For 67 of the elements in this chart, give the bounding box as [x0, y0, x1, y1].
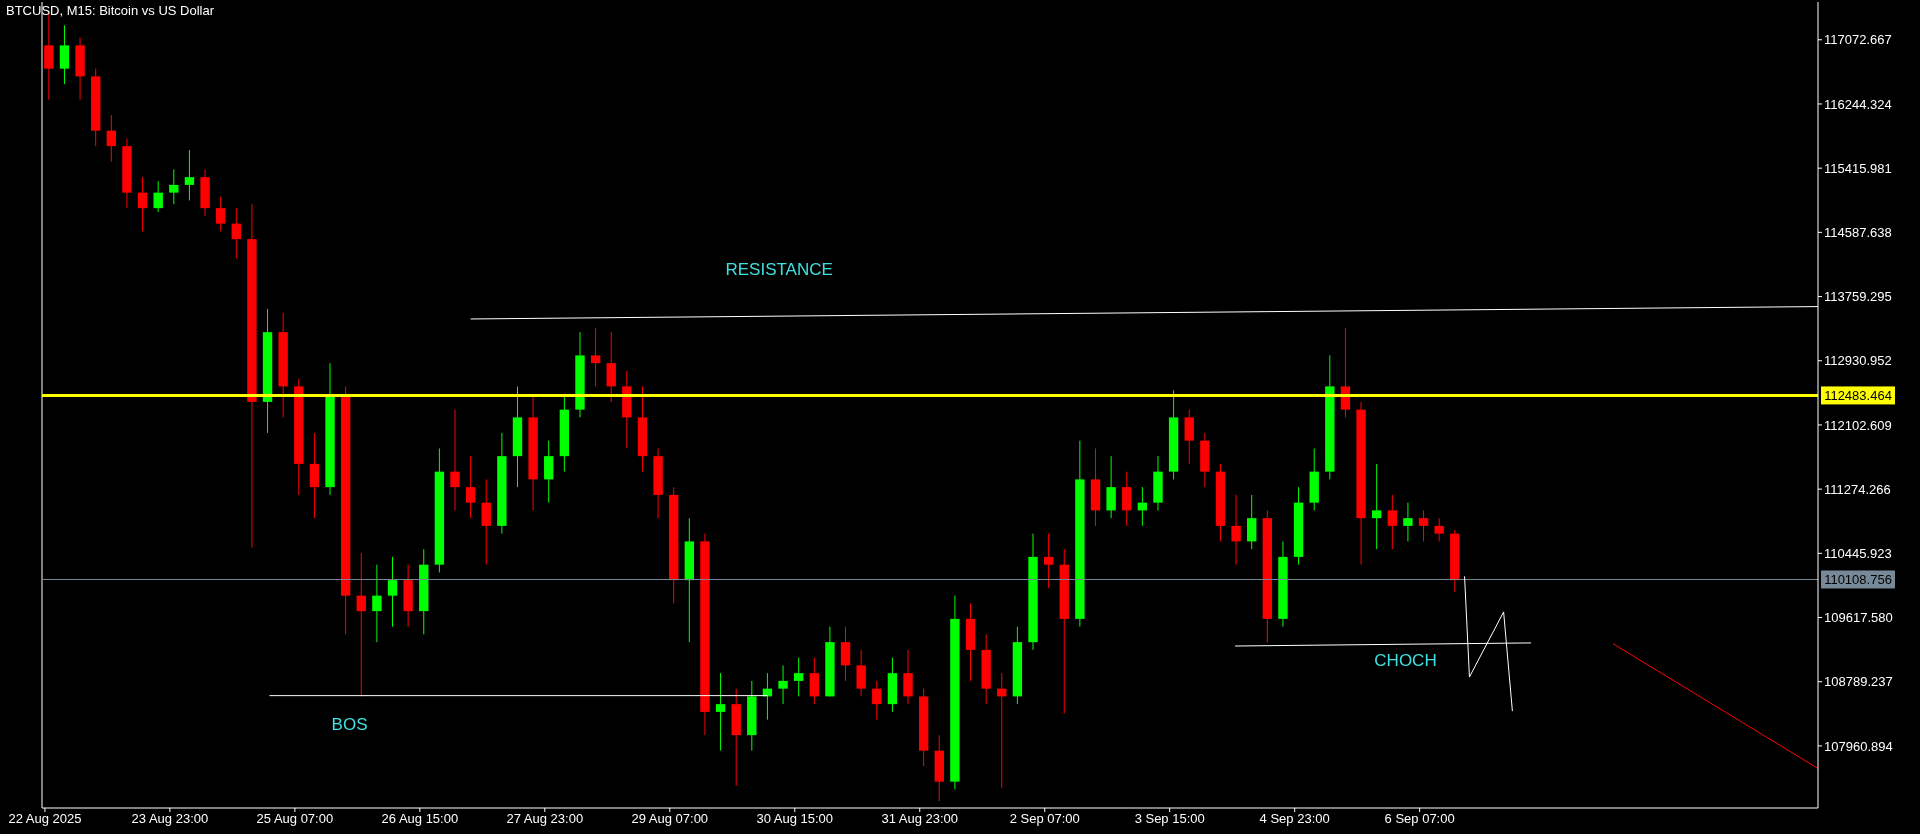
- y-tick-label: 109617.580: [1824, 610, 1893, 626]
- x-tick-label: 22 Aug 2025: [8, 811, 82, 827]
- candlestick: [793, 657, 804, 697]
- x-tick-label: 25 Aug 07:00: [256, 811, 334, 827]
- x-tick-label: 26 Aug 15:00: [381, 811, 459, 827]
- candlestick: [1184, 409, 1194, 465]
- annotation: RESISTANCE: [725, 260, 833, 280]
- candlestick: [1387, 494, 1397, 550]
- candlestick: [184, 149, 195, 201]
- x-tick-label: 6 Sep 07:00: [1384, 811, 1455, 827]
- candlestick: [1231, 494, 1241, 566]
- y-tick-label: 111274.266: [1824, 481, 1891, 497]
- annotation: CHOCH: [1374, 651, 1437, 671]
- candlestick: [169, 168, 179, 205]
- x-tick-label: 30 Aug 15:00: [756, 811, 834, 827]
- candlestick: [1418, 509, 1429, 542]
- candlestick: [544, 440, 554, 504]
- ref-line-label: 110108.756: [1824, 572, 1892, 588]
- candlestick: [903, 649, 913, 705]
- candlestick: [1434, 517, 1444, 542]
- candlestick: [231, 207, 241, 260]
- candlestick: [856, 649, 866, 697]
- y-tick-label: 107960.894: [1824, 738, 1893, 754]
- x-tick-label: 3 Sep 15:00: [1134, 811, 1205, 827]
- candlestick: [356, 552, 366, 697]
- x-tick-label: 4 Sep 23:00: [1259, 811, 1330, 827]
- candlestick: [481, 478, 491, 566]
- candlestick: [1247, 494, 1257, 550]
- y-tick-label: 116244.324: [1824, 96, 1892, 112]
- y-tick-label: 117072.667: [1824, 32, 1892, 48]
- candlestick: [1122, 471, 1132, 527]
- candlestick: [59, 24, 70, 85]
- candlestick: [715, 672, 726, 752]
- candlestick: [215, 196, 226, 232]
- x-tick-label: 23 Aug 23:00: [131, 811, 209, 827]
- candlestick: [137, 176, 148, 232]
- y-tick-label: 113759.295: [1824, 289, 1892, 305]
- candlestick: [809, 657, 819, 705]
- x-tick-label: 29 Aug 07:00: [631, 811, 709, 827]
- y-tick-label: 112930.952: [1824, 353, 1892, 369]
- candlestick: [309, 432, 320, 519]
- y-tick-label: 108789.237: [1824, 674, 1893, 690]
- candlestick: [1043, 533, 1054, 589]
- x-tick-label: 27 Aug 23:00: [506, 811, 584, 827]
- candlestick: [387, 556, 398, 628]
- candlestick: [840, 626, 851, 682]
- y-tick-label: 114587.638: [1824, 224, 1892, 240]
- y-tick-label: 110445.923: [1824, 545, 1892, 561]
- chart-title: BTCUSD, M15: Bitcoin vs US Dollar: [6, 3, 215, 18]
- candlestick: [465, 455, 476, 519]
- ref-line-label: 112483.464: [1824, 388, 1892, 404]
- x-tick-label: 2 Sep 07:00: [1009, 811, 1080, 827]
- candlestick: [606, 331, 616, 403]
- y-tick-label: 112102.609: [1824, 417, 1892, 433]
- annotation: BOS: [331, 715, 368, 735]
- candlestick: [1372, 463, 1382, 550]
- candlestick: [106, 114, 117, 163]
- y-tick-label: 115415.981: [1824, 160, 1892, 176]
- candlestick: [372, 564, 382, 643]
- candlestick: [778, 664, 788, 705]
- candlestick: [1106, 455, 1116, 519]
- candlestick: [450, 409, 460, 511]
- x-tick-label: 31 Aug 23:00: [881, 811, 959, 827]
- candlestick: [1403, 502, 1413, 542]
- candlestick: [872, 680, 882, 721]
- candlestick: [590, 327, 601, 387]
- candlestick: [153, 180, 163, 213]
